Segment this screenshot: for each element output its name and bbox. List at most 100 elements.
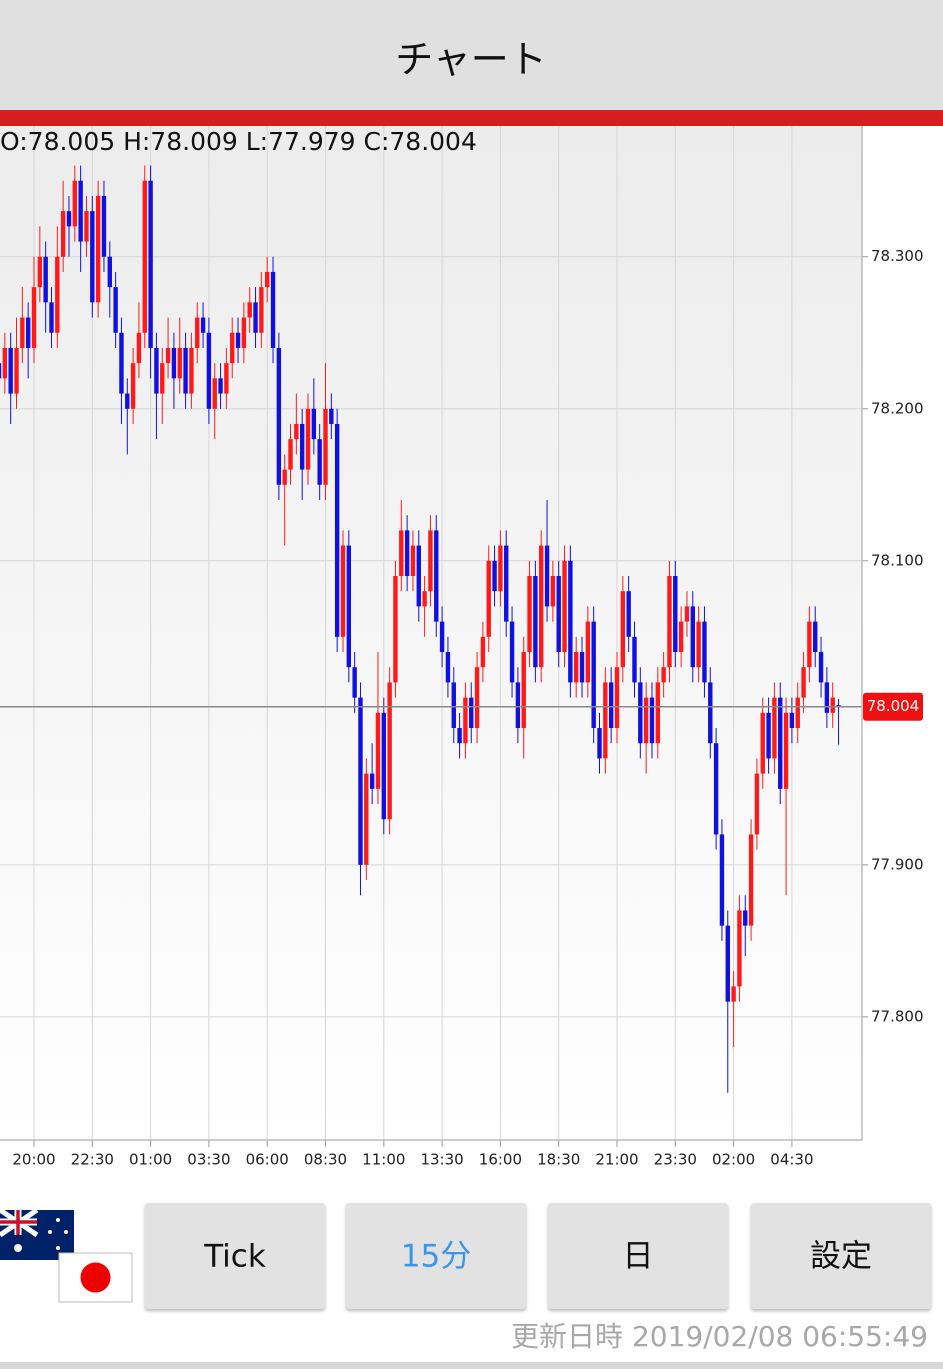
x-tick-label: 02:00 [712, 1151, 755, 1169]
candle-body [165, 347, 171, 364]
candle-body [60, 211, 66, 257]
candle-body [270, 271, 276, 348]
candle-body [95, 195, 101, 303]
candle-body [218, 378, 223, 394]
candle-body [655, 682, 661, 744]
x-tick-label: 08:30 [304, 1151, 347, 1169]
currency-flags[interactable] [0, 1207, 133, 1303]
update-time: 更新日時 2019/02/08 06:55:49 [511, 1320, 928, 1353]
candle-body [725, 925, 730, 1002]
candle-body [684, 606, 690, 622]
candle-body [230, 332, 235, 364]
candle-body [369, 773, 375, 789]
tab-button-label[interactable]: 日 [623, 1239, 654, 1275]
x-tick-label: 03:30 [187, 1151, 230, 1169]
candle-body [591, 621, 596, 729]
candle-body [550, 575, 556, 607]
candle-body [818, 652, 824, 683]
candle-body [445, 652, 451, 683]
candle-body [486, 560, 491, 637]
candle-body [200, 317, 206, 333]
x-tick-label: 11:00 [362, 1151, 405, 1169]
candle-body [410, 545, 416, 576]
candle-body [294, 423, 299, 440]
candle-body [743, 910, 748, 926]
tab-button[interactable] [346, 1203, 526, 1309]
candle-body [364, 773, 369, 865]
tab-button[interactable] [548, 1203, 728, 1309]
candle-body [43, 256, 48, 303]
candle-body [31, 287, 37, 348]
x-tick-label: 20:00 [12, 1151, 55, 1169]
y-tick-label: 77.900 [871, 855, 924, 873]
aud-flag-star [56, 1218, 60, 1222]
candle-body [276, 347, 282, 485]
header-title: チャート [395, 38, 547, 82]
candle-body [317, 439, 322, 485]
candle-body [521, 652, 526, 729]
candle-body [649, 697, 655, 744]
candle-body [323, 408, 328, 485]
tab-button-label[interactable]: 15分 [401, 1239, 471, 1275]
candle-body [608, 682, 614, 729]
candle-body [14, 347, 19, 394]
candle-body [171, 347, 177, 379]
candle-body [428, 530, 433, 592]
y-tick-label: 77.800 [871, 1007, 924, 1025]
aud-flag-star [48, 1230, 52, 1234]
candle-body [119, 332, 124, 394]
candle-body [160, 363, 165, 394]
candle-body [731, 986, 736, 1002]
candle-body [772, 697, 777, 759]
candle-body [25, 317, 31, 348]
candle-body [253, 302, 258, 333]
tab-button-label[interactable]: 設定 [810, 1239, 872, 1275]
button-row: Tick 15分 日 設定 [145, 1203, 931, 1309]
candle-body [247, 302, 252, 318]
candle-body [142, 180, 147, 333]
candle-body [375, 712, 381, 789]
candle-body [737, 910, 742, 987]
tab-button[interactable] [145, 1203, 325, 1309]
ohlc-readout: O:78.005 H:78.009 L:77.979 C:78.004 [0, 127, 477, 156]
candle-body [824, 682, 830, 713]
candle-body [667, 575, 672, 668]
candle-body [346, 545, 352, 668]
candle-body [49, 302, 54, 333]
candle-body [463, 697, 468, 744]
candle-body [259, 287, 264, 333]
tab-button-label[interactable]: Tick [203, 1239, 266, 1275]
aud-flag-star [56, 1246, 60, 1250]
candle-body [66, 211, 72, 227]
y-tick-label: 78.200 [871, 399, 924, 417]
x-tick-label: 13:30 [420, 1151, 463, 1169]
candle-body [288, 439, 293, 470]
chart: 77.800 77.900 78.100 78.200 78.300 20:00 22:30… [0, 126, 924, 1169]
last-price-label: 78.004 [867, 697, 920, 715]
candle-body [813, 621, 818, 653]
tab-button[interactable] [751, 1203, 931, 1309]
candle-body [265, 271, 270, 288]
candle-body [241, 317, 247, 348]
candle-body [539, 545, 544, 668]
candle-body [673, 575, 678, 653]
candle-body [544, 545, 550, 607]
candle-body [381, 712, 386, 820]
candle-body [504, 545, 509, 622]
candle-body [597, 728, 602, 759]
candle-body [189, 347, 194, 394]
candle-body [474, 667, 480, 729]
candle-body [451, 682, 456, 729]
y-tick-label: 78.100 [871, 551, 924, 569]
candle-body [638, 682, 643, 744]
aud-flag-star [14, 1244, 22, 1252]
candle-body [311, 408, 317, 440]
x-tick-label: 21:00 [595, 1151, 638, 1169]
candle-body [509, 621, 515, 683]
candle-body [8, 347, 13, 394]
candle-body [626, 591, 631, 637]
candle-body [55, 256, 60, 333]
candle-body [113, 287, 118, 333]
candle-body [498, 545, 503, 592]
